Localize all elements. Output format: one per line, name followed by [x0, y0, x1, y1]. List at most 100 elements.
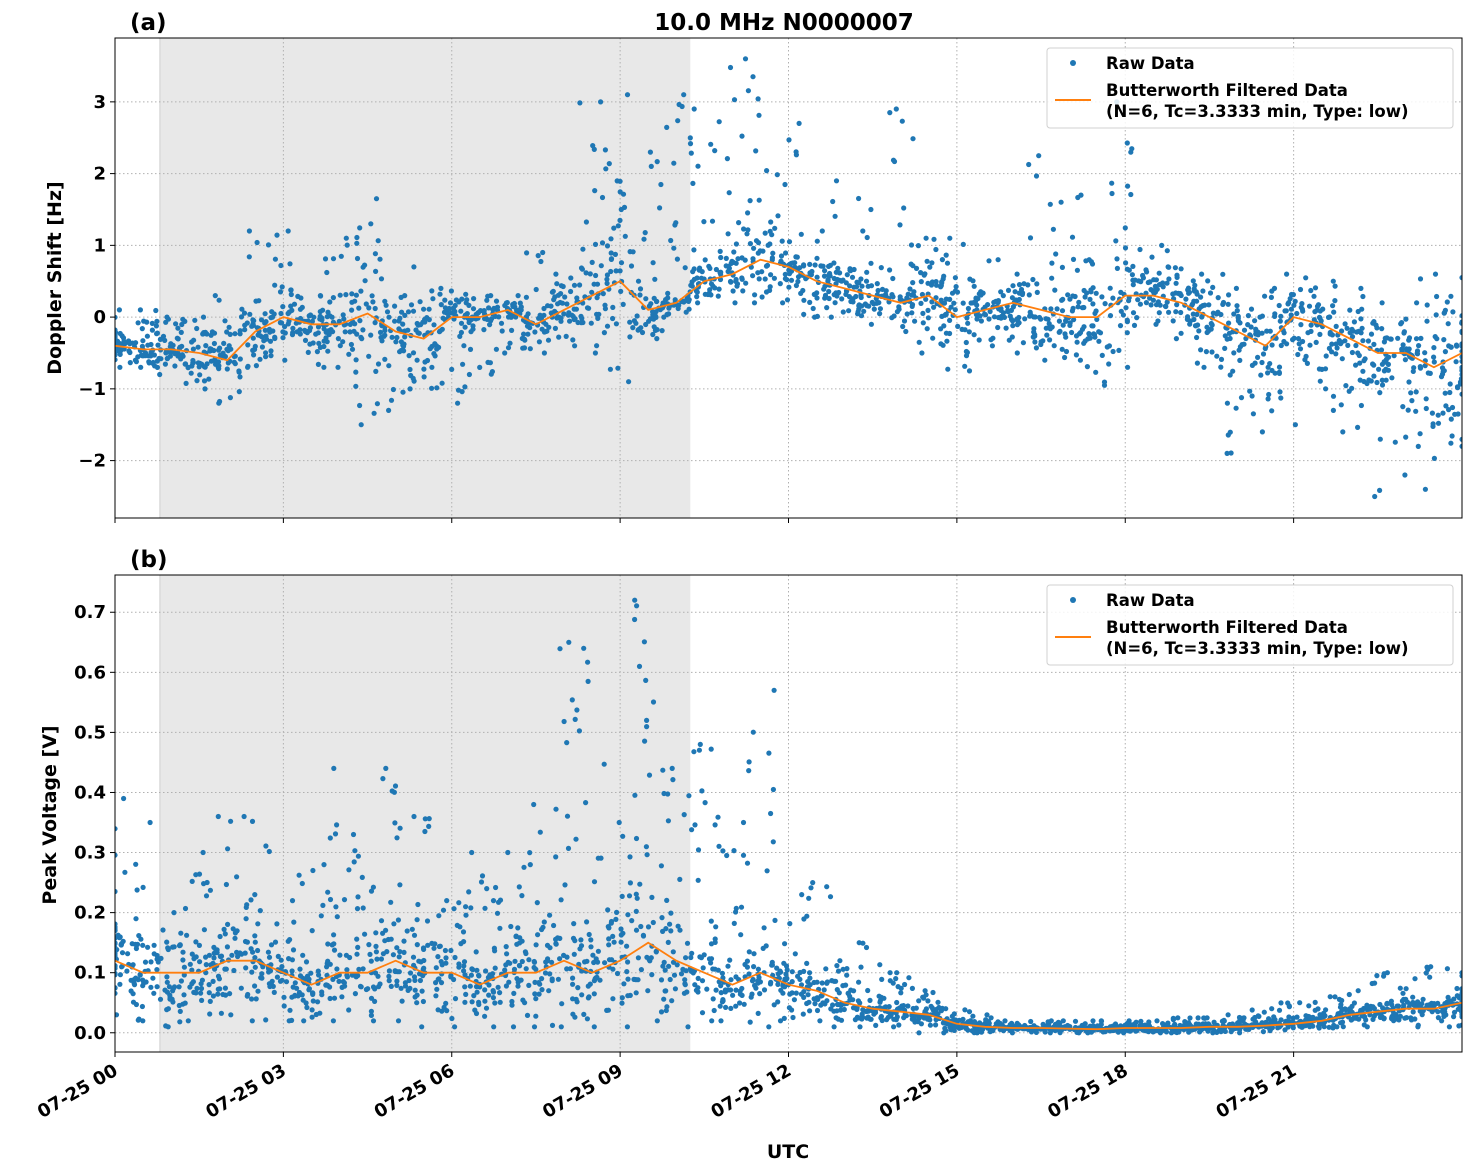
raw-data-point: [119, 950, 126, 956]
raw-data-point: [516, 884, 522, 890]
raw-data-point: [1074, 339, 1080, 345]
raw-data-point: [822, 295, 828, 301]
raw-data-point: [608, 250, 614, 256]
raw-data-point: [1284, 271, 1290, 277]
raw-data-point: [1005, 309, 1011, 315]
raw-data-point: [941, 273, 947, 279]
raw-data-point: [493, 298, 500, 304]
raw-data-point: [197, 372, 203, 378]
raw-data-point: [411, 264, 417, 270]
raw-data-point: [651, 295, 657, 301]
raw-data-point: [592, 241, 599, 247]
raw-data-point: [466, 889, 472, 895]
raw-data-point: [426, 306, 432, 312]
raw-data-point: [115, 888, 118, 895]
raw-data-point: [1405, 407, 1411, 413]
raw-data-point: [354, 936, 360, 942]
raw-data-point: [232, 935, 238, 941]
raw-data-point: [272, 335, 278, 342]
raw-data-point: [394, 945, 400, 951]
raw-data-point: [963, 339, 969, 346]
raw-data-point: [1262, 293, 1268, 299]
raw-data-point: [920, 320, 926, 326]
raw-data-point: [452, 996, 459, 1002]
raw-data-point: [324, 269, 330, 276]
raw-data-point: [638, 967, 645, 973]
raw-data-point: [521, 331, 527, 337]
raw-data-point: [1323, 386, 1329, 392]
raw-data-point: [664, 124, 670, 130]
raw-data-point: [196, 942, 202, 949]
raw-data-point: [695, 847, 702, 853]
raw-data-point: [1433, 312, 1439, 318]
raw-data-point: [334, 822, 340, 828]
raw-data-point: [504, 300, 510, 306]
raw-data-point: [461, 959, 468, 965]
raw-data-point: [767, 241, 773, 247]
raw-data-point: [135, 1017, 141, 1023]
raw-data-point: [784, 967, 790, 973]
raw-data-point: [421, 306, 427, 312]
raw-data-point: [775, 213, 781, 219]
raw-data-point: [610, 966, 616, 972]
raw-data-point: [277, 289, 284, 295]
raw-data-point: [598, 99, 604, 105]
raw-data-point: [654, 159, 660, 165]
raw-data-point: [941, 300, 948, 306]
raw-data-point: [778, 969, 784, 975]
raw-data-point: [571, 306, 577, 312]
raw-data-point: [902, 1012, 908, 1018]
raw-data-point: [1276, 364, 1283, 370]
raw-data-point: [830, 198, 836, 205]
raw-data-point: [1381, 339, 1387, 345]
raw-data-point: [228, 818, 234, 824]
raw-data-point: [232, 930, 238, 936]
raw-data-point: [558, 315, 564, 321]
raw-data-point: [1222, 1028, 1228, 1034]
raw-data-point: [200, 849, 206, 856]
raw-data-point: [1225, 1012, 1231, 1018]
raw-data-point: [243, 916, 249, 922]
raw-data-point: [614, 909, 620, 916]
raw-data-point: [770, 839, 776, 845]
raw-data-point: [585, 678, 591, 685]
raw-data-point: [653, 313, 659, 320]
raw-data-point: [368, 888, 375, 894]
raw-data-point: [1028, 1018, 1034, 1025]
raw-data-point: [140, 884, 146, 891]
raw-data-point: [717, 1003, 723, 1009]
raw-data-point: [675, 923, 681, 929]
raw-data-point: [290, 947, 297, 953]
x-tick-label: 07-25 18: [1044, 1060, 1131, 1123]
raw-data-point: [426, 816, 432, 822]
raw-data-point: [574, 999, 580, 1005]
raw-data-point: [665, 818, 672, 824]
raw-data-point: [133, 975, 139, 981]
raw-data-point: [925, 315, 932, 321]
raw-data-point: [358, 334, 364, 340]
raw-data-point: [316, 972, 322, 978]
raw-data-point: [237, 374, 243, 380]
raw-data-point: [1248, 324, 1254, 330]
raw-data-point: [1269, 1025, 1275, 1031]
raw-data-point: [1073, 333, 1080, 339]
raw-data-point: [373, 268, 379, 274]
raw-data-point: [698, 955, 705, 961]
raw-data-point: [817, 1018, 823, 1024]
raw-data-point: [711, 1007, 717, 1014]
raw-data-point: [929, 299, 935, 305]
raw-data-point: [783, 971, 789, 977]
raw-data-point: [482, 1013, 488, 1019]
raw-data-point: [469, 849, 475, 856]
raw-data-point: [608, 268, 614, 275]
raw-data-point: [212, 293, 218, 299]
raw-data-point: [268, 348, 274, 354]
raw-data-point: [479, 873, 486, 879]
raw-data-point: [1408, 390, 1414, 396]
raw-data-point: [474, 967, 480, 973]
raw-data-point: [654, 336, 660, 342]
raw-data-point: [525, 331, 531, 337]
raw-data-point: [792, 951, 798, 957]
raw-data-point: [127, 349, 133, 356]
raw-data-point: [412, 977, 418, 984]
